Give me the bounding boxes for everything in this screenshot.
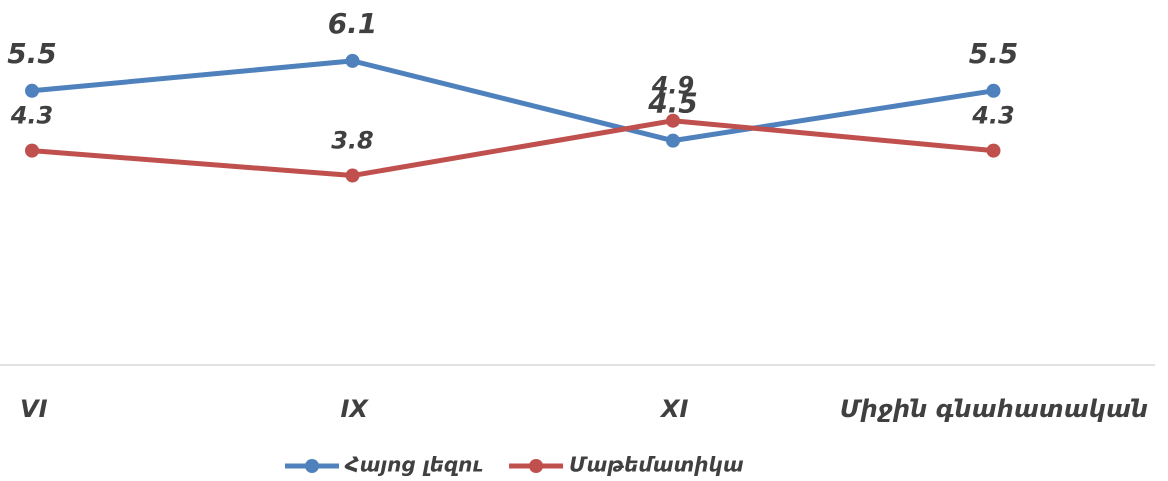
series-line — [31, 118, 994, 179]
series-line — [31, 58, 994, 144]
data-label: 5.5 — [969, 37, 1019, 70]
data-label: 4.3 — [10, 102, 54, 130]
data-label: 4.9 — [651, 72, 695, 100]
x-tick-label: XI — [659, 395, 689, 423]
point — [345, 168, 360, 183]
legend-marker — [529, 459, 544, 473]
point — [25, 143, 39, 158]
legend-marker — [305, 459, 319, 473]
point — [986, 143, 1001, 158]
data-label: 5.5 — [7, 37, 57, 70]
point — [666, 113, 680, 128]
data-label: 4.3 — [971, 102, 1015, 130]
x-tick-label: VI — [20, 395, 48, 423]
point — [666, 133, 680, 148]
data-label: 6.1 — [328, 7, 378, 40]
x-tick-label: Միջին գնահատական — [840, 395, 1148, 423]
legend-label: Մաթեմատիկա — [569, 453, 744, 477]
x-tick-label: IX — [341, 395, 370, 423]
point — [25, 83, 39, 98]
data-label: 3.8 — [331, 127, 374, 155]
point — [986, 83, 1001, 98]
point — [345, 53, 360, 68]
legend-label: Հայոց լեզու — [344, 453, 483, 477]
